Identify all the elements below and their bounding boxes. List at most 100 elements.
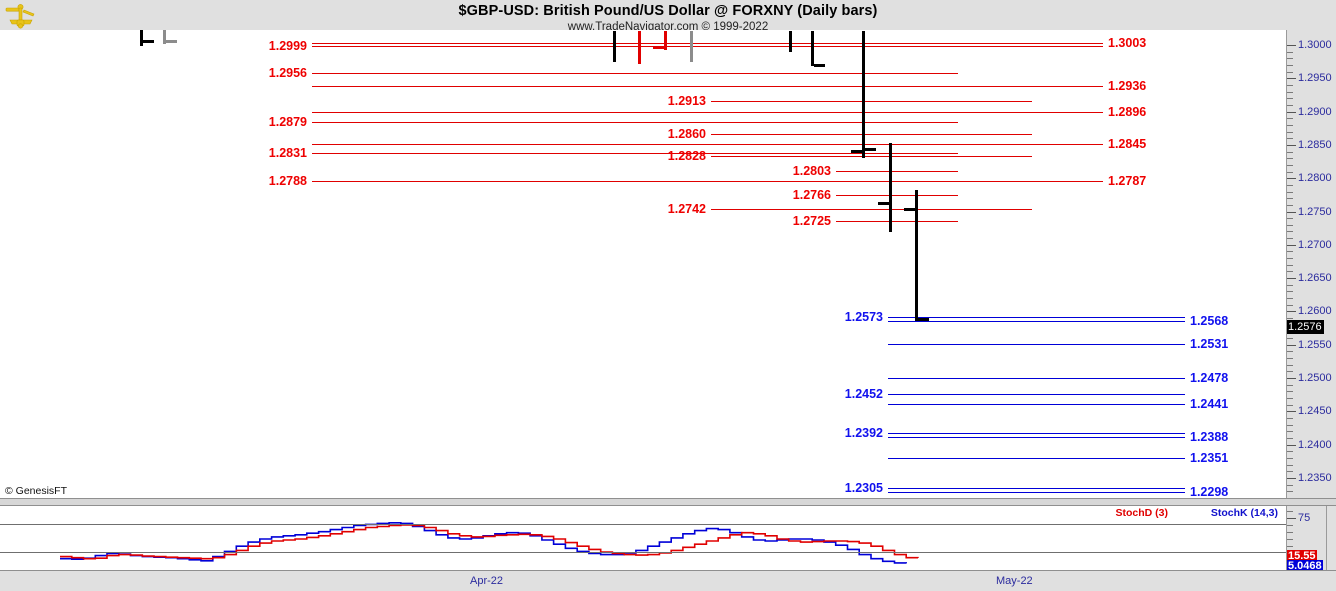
price-axis-minor-tick — [1287, 464, 1293, 466]
price-axis-tick — [1287, 111, 1296, 113]
support-line — [888, 433, 1185, 434]
price-axis-label: 1.2450 — [1298, 405, 1332, 418]
ohlc-bar — [163, 30, 166, 44]
stoch-k-value-badge: 5.0468 — [1287, 560, 1323, 570]
price-axis-minor-tick — [1287, 351, 1293, 353]
price-axis-minor-tick — [1287, 397, 1293, 399]
price-axis-minor-tick — [1287, 391, 1293, 393]
resistance-line — [312, 153, 958, 154]
current-price-marker: 1.2576 — [1287, 320, 1324, 335]
price-axis-minor-tick — [1287, 457, 1293, 459]
page-title: $GBP-USD: British Pound/US Dollar @ FORX… — [458, 3, 878, 19]
support-level-label: 1.2305 — [844, 481, 883, 495]
price-axis-minor-tick — [1287, 264, 1293, 266]
ohlc-bar — [789, 31, 792, 52]
price-axis-minor-tick — [1287, 191, 1293, 193]
price-axis-minor-tick — [1287, 304, 1293, 306]
price-axis-label: 1.2850 — [1298, 138, 1332, 151]
price-axis-label: 1.2950 — [1298, 72, 1332, 85]
time-axis: Apr-22 May-22 — [0, 570, 1336, 591]
ohlc-bar — [811, 31, 814, 66]
ohlc-bar — [690, 31, 693, 62]
ohlc-bar — [862, 31, 865, 158]
ohlc-close-tick — [864, 148, 876, 151]
price-axis-label: 1.2500 — [1298, 372, 1332, 384]
price-axis-minor-tick — [1287, 298, 1293, 300]
support-level-label: 1.2478 — [1190, 371, 1229, 385]
resistance-level-label: 1.2803 — [792, 164, 831, 178]
price-axis-minor-tick — [1287, 291, 1293, 293]
resistance-line — [312, 144, 1103, 145]
price-axis-label: 1.2750 — [1298, 205, 1332, 218]
price-axis-minor-tick — [1287, 58, 1293, 60]
price-axis-tick — [1287, 178, 1296, 180]
stoch-d-value-badge: 15.55 — [1287, 550, 1317, 562]
price-axis-tick — [1287, 378, 1296, 379]
ohlc-open-tick — [904, 208, 915, 211]
price-axis-label: 1.2800 — [1298, 172, 1332, 185]
price-axis-tick — [1287, 311, 1296, 313]
ohlc-open-tick — [653, 46, 664, 49]
price-axis-label: 1.2550 — [1298, 338, 1332, 351]
price-axis-minor-tick — [1287, 364, 1293, 366]
resistance-level-label: 1.2725 — [792, 214, 831, 228]
resistance-line — [836, 221, 958, 222]
support-line — [888, 458, 1185, 459]
resistance-level-label: 1.2896 — [1108, 105, 1147, 119]
price-axis-tick — [1287, 278, 1296, 280]
price-axis-minor-tick — [1287, 51, 1293, 53]
support-level-label: 1.2531 — [1190, 337, 1229, 351]
price-axis-minor-tick — [1287, 164, 1293, 166]
resistance-line — [711, 209, 1032, 210]
resistance-level-label: 1.2860 — [667, 127, 706, 141]
support-line — [888, 378, 1185, 379]
resistance-level-label: 1.3003 — [1108, 36, 1147, 50]
stoch-axis-tick — [1287, 511, 1293, 512]
stoch-gridline-lower — [0, 552, 1286, 553]
price-axis-minor-tick — [1287, 151, 1293, 153]
price-axis-minor-tick — [1287, 271, 1293, 273]
time-label-apr: Apr-22 — [470, 575, 504, 587]
stochastic-pane[interactable]: StochD (3) StochK (14,3) — [0, 506, 1286, 570]
ohlc-close-tick — [165, 40, 177, 43]
support-line — [888, 437, 1185, 438]
resistance-level-label: 1.2742 — [667, 202, 706, 216]
price-axis-minor-tick — [1287, 404, 1293, 406]
price-axis-minor-tick — [1287, 231, 1293, 233]
resistance-level-label: 1.2845 — [1108, 137, 1147, 151]
price-axis-minor-tick — [1287, 318, 1293, 320]
price-axis-minor-tick — [1287, 118, 1293, 120]
support-line — [888, 317, 1185, 318]
price-axis-tick — [1287, 144, 1296, 146]
ohlc-bar — [889, 143, 892, 232]
support-level-label: 1.2388 — [1190, 430, 1229, 444]
price-axis-minor-tick — [1287, 431, 1293, 433]
resistance-line — [836, 195, 958, 196]
support-line — [888, 394, 1185, 395]
resistance-line — [711, 156, 1032, 157]
stoch-axis-tick — [1287, 532, 1293, 533]
ohlc-bar — [140, 30, 143, 46]
ohlc-bar — [664, 31, 667, 50]
price-axis-minor-tick — [1287, 358, 1293, 360]
ohlc-open-tick — [878, 202, 889, 205]
price-axis-minor-tick — [1287, 171, 1293, 173]
price-axis-label: 1.2900 — [1298, 105, 1332, 118]
legend-stoch-k: StochK (14,3) — [1210, 507, 1278, 519]
genesis-watermark: © GenesisFT — [5, 485, 68, 497]
support-level-label: 1.2573 — [844, 310, 883, 324]
stochastic-axis[interactable]: 75 15.55 5.0468 — [1286, 506, 1336, 570]
price-axis[interactable]: 1.3000 1.2950 1.2900 1.2850 1.2800 1.2750 1.27… — [1286, 30, 1336, 498]
resistance-level-label: 1.2956 — [268, 66, 307, 80]
price-axis-minor-tick — [1287, 224, 1293, 226]
resistance-level-label: 1.2828 — [667, 149, 706, 163]
price-chart-pane[interactable]: 1.3003 1.2999 1.2956 1.2936 1.2913 1.2896 1.28… — [0, 30, 1286, 498]
price-axis-tick — [1287, 45, 1296, 46]
resistance-line — [312, 181, 1103, 182]
stoch-axis-tick — [1287, 525, 1293, 526]
price-axis-minor-tick — [1287, 204, 1293, 206]
support-level-label: 1.2351 — [1190, 451, 1229, 465]
chart-header: $GBP-USD: British Pound/US Dollar @ FORX… — [0, 0, 1336, 33]
resistance-line — [312, 122, 958, 123]
